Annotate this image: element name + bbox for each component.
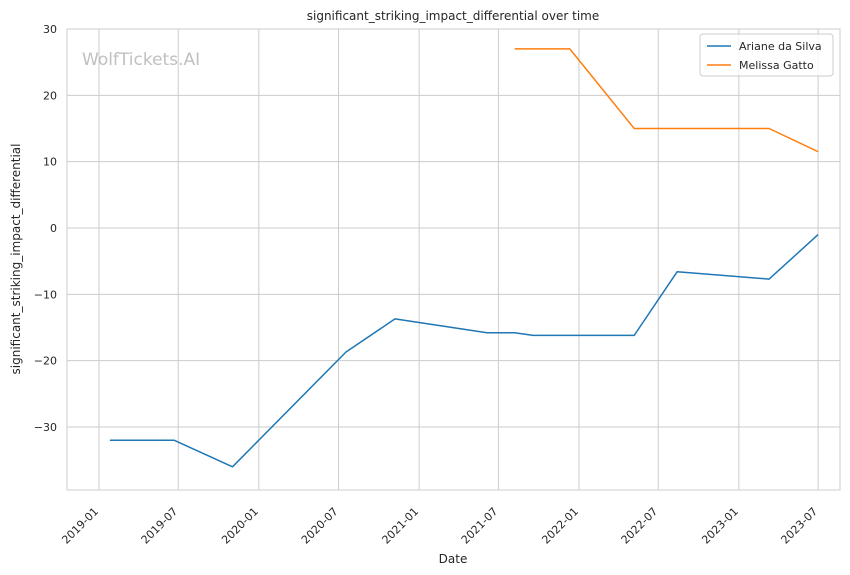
watermark: WolfTickets.AI (82, 50, 200, 70)
legend: Ariane da Silva Melissa Gatto (699, 33, 834, 77)
x-tick-label: 2023-01 (699, 505, 741, 547)
legend-label: Melissa Gatto (739, 59, 814, 72)
x-tick-label: 2022-07 (619, 505, 661, 547)
y-tick-label: −30 (34, 421, 57, 434)
y-tick-label: 10 (43, 156, 57, 169)
x-tick-label: 2020-01 (219, 505, 261, 547)
x-axis-ticks: 2019-01 2019-07 2020-01 2020-07 2021-01 2021-… (59, 505, 820, 547)
x-axis-label: Date (439, 552, 468, 566)
x-tick-label: 2021-01 (380, 505, 422, 547)
legend-label: Ariane da Silva (739, 40, 822, 53)
y-tick-label: 30 (43, 23, 57, 36)
y-tick-label: −10 (34, 288, 57, 301)
y-tick-label: −20 (34, 355, 57, 368)
series-line-1 (514, 48, 819, 153)
grid (67, 28, 840, 490)
y-axis-label: significant_striking_impact_differential (9, 144, 23, 375)
y-tick-label: 20 (43, 89, 57, 102)
y-tick-label: 0 (50, 222, 57, 235)
x-tick-label: 2019-01 (59, 505, 101, 547)
x-tick-label: 2021-07 (459, 505, 501, 547)
chart-title: significant_striking_impact_differential… (307, 9, 599, 23)
series-layer (109, 48, 819, 468)
x-tick-label: 2023-07 (779, 505, 821, 547)
legend-box (699, 33, 834, 77)
plot-area (66, 28, 841, 491)
y-axis-ticks: 30 20 10 0 −10 −20 −30 (34, 23, 57, 434)
x-tick-label: 2019-07 (139, 505, 181, 547)
series-line-0 (109, 234, 819, 468)
x-tick-label: 2022-01 (539, 505, 581, 547)
x-tick-label: 2020-07 (299, 505, 341, 547)
